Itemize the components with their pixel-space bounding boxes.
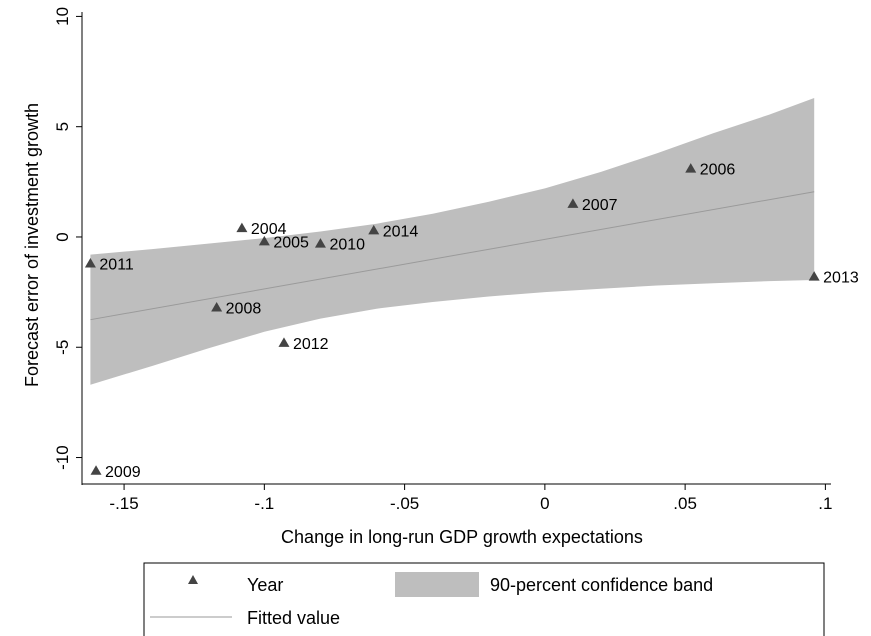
x-tick-label: .05: [673, 494, 697, 513]
y-tick-label: 0: [53, 232, 72, 241]
point-label-2005: 2005: [273, 234, 309, 251]
legend-box: [143, 562, 825, 636]
legend-marker-icon: [188, 575, 198, 584]
x-tick-label: -.1: [254, 494, 274, 513]
point-marker-2010: [314, 238, 326, 248]
y-axis-title: Forecast error of investment growth: [22, 103, 42, 387]
point-label-2013: 2013: [823, 270, 859, 287]
y-tick-label: 10: [53, 7, 72, 26]
x-tick-label: -.05: [390, 494, 419, 513]
fitted-line: [90, 191, 815, 321]
point-marker-2008: [211, 302, 223, 312]
point-marker-2009: [90, 465, 102, 475]
point-marker-2006: [685, 163, 697, 173]
point-marker-2004: [236, 222, 248, 233]
legend-fitted: Fitted value: [247, 608, 340, 628]
point-label-2014: 2014: [383, 223, 419, 240]
point-label-2010: 2010: [329, 237, 365, 254]
point-label-2006: 2006: [700, 162, 736, 179]
y-tick-label: -10: [53, 445, 72, 470]
y-tick-label: -5: [53, 340, 72, 355]
x-tick-label: .1: [818, 494, 832, 513]
point-label-2011: 2011: [99, 256, 134, 273]
point-label-2007: 2007: [582, 197, 618, 214]
confidence-band: [90, 98, 815, 385]
point-label-2009: 2009: [105, 464, 141, 481]
x-tick-label: -.15: [109, 494, 138, 513]
point-marker-2005: [258, 235, 270, 246]
point-label-2012: 2012: [293, 336, 329, 353]
point-marker-2012: [278, 337, 290, 347]
legend-year: Year: [247, 575, 283, 595]
point-label-2004: 2004: [251, 221, 287, 238]
legend-band: 90-percent confidence band: [490, 575, 713, 595]
point-marker-2014: [368, 224, 380, 235]
x-axis-title: Change in long-run GDP growth expectatio…: [281, 527, 643, 547]
x-tick-label: 0: [540, 494, 549, 513]
legend-band-swatch: [395, 572, 479, 597]
point-marker-2011: [84, 257, 96, 268]
legend: Year 90-percent confidence band Fitted v…: [143, 562, 825, 636]
y-tick-label: 5: [53, 122, 72, 131]
point-marker-2013: [808, 271, 820, 281]
point-label-2008: 2008: [226, 301, 262, 318]
point-marker-2007: [567, 198, 579, 208]
